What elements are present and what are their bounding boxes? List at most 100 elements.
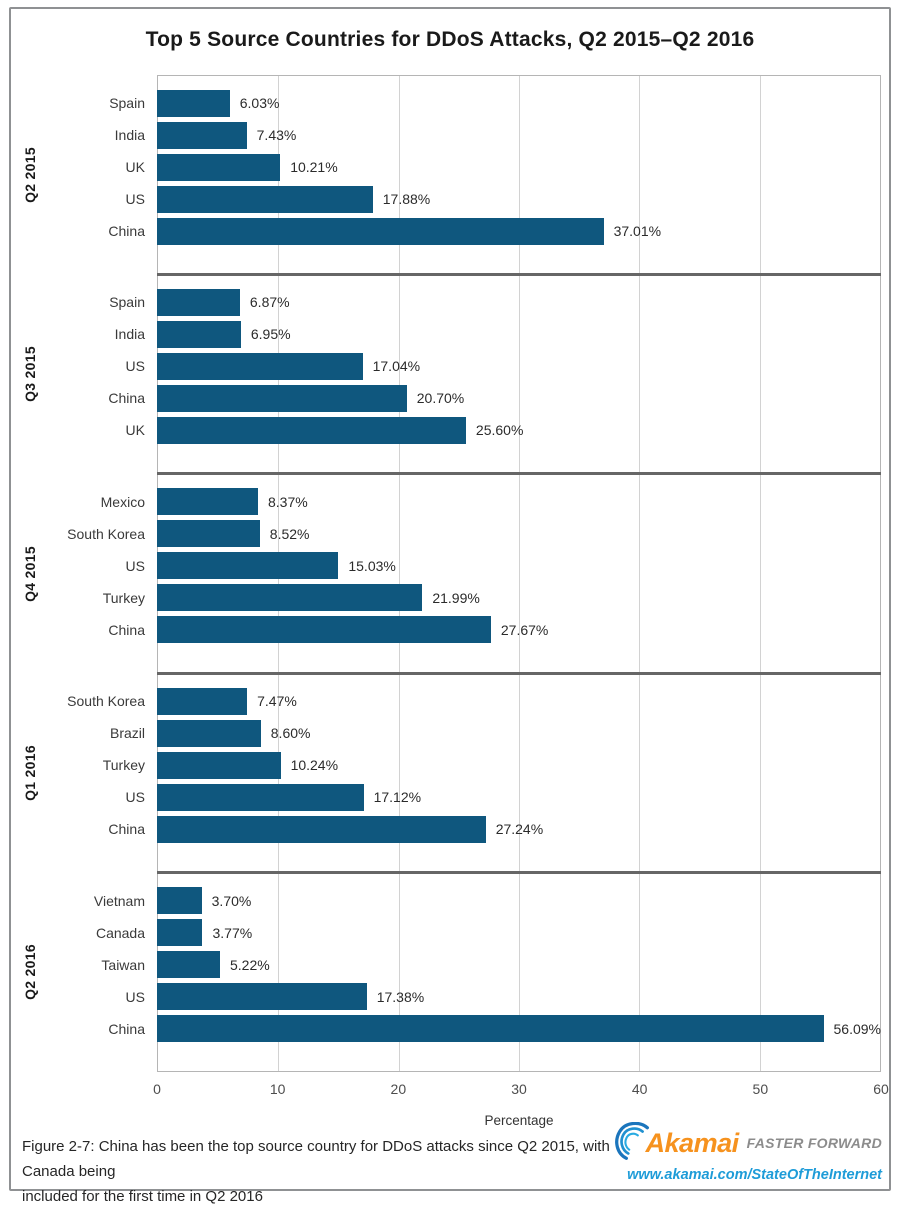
country-label: Canada	[95, 924, 145, 941]
x-tick-0: 0	[153, 1081, 161, 1097]
akamai-brand-text: Akamai	[645, 1127, 740, 1158]
value-label: 8.37%	[267, 493, 308, 510]
x-tick-40: 40	[631, 1081, 648, 1097]
bar-row: China 27.67%	[0, 614, 881, 646]
quarter-panel-q1-2016: Q1 2016 South Korea 7.47% Brazil 8.60% Turkey…	[0, 671, 881, 872]
country-label: China	[108, 821, 145, 838]
bar-canada	[157, 919, 203, 947]
value-label: 15.03%	[348, 557, 396, 574]
value-label: 5.22%	[229, 956, 270, 973]
country-label: China	[108, 390, 145, 407]
bar-uk	[157, 416, 466, 444]
bar-china	[157, 1015, 824, 1043]
country-label: UK	[125, 159, 145, 175]
country-label: US	[125, 191, 145, 207]
bar-us	[157, 783, 364, 811]
value-label: 8.60%	[270, 725, 311, 742]
quarter-panel-q3-2015: Q3 2015 Spain 6.87% India 6.95% US 17.04% China…	[0, 272, 881, 473]
gridline-20	[398, 76, 400, 1071]
x-tick-20: 20	[390, 1081, 407, 1097]
country-label: US	[125, 789, 145, 806]
bar-row: India 6.95%	[0, 318, 881, 350]
country-label: US	[125, 557, 145, 574]
quarter-panel-q2-2015: Q2 2015 Spain 6.03% India 7.43% UK 10.21% US 17.…	[0, 75, 881, 274]
bar-mexico	[157, 488, 258, 516]
value-label: 6.95%	[250, 326, 291, 343]
chart-panels: Q2 2015 Spain 6.03% India 7.43% UK 10.21% US 17.…	[0, 75, 881, 1072]
value-label: 6.87%	[249, 294, 290, 311]
quarter-panel-q4-2015: Q4 2015 Mexico 8.37% South Korea 8.52% US 15.0…	[0, 472, 881, 673]
x-tick-50: 50	[752, 1081, 769, 1097]
bar-uk	[157, 153, 281, 181]
bar-row: China 27.24%	[0, 813, 881, 845]
akamai-url-link[interactable]: www.akamai.com/StateOfTheInternet	[627, 1167, 882, 1183]
value-label: 7.47%	[257, 693, 297, 710]
bar-row: US 17.38%	[0, 981, 881, 1013]
x-tick-10: 10	[269, 1081, 286, 1097]
bar-us	[157, 983, 367, 1011]
akamai-logo-row: Akamai FASTER FORWARD	[613, 1122, 882, 1164]
bar-row: UK 10.21%	[0, 151, 881, 183]
bar-south-korea	[157, 687, 248, 715]
country-label: US	[125, 988, 145, 1005]
bar-india	[157, 320, 241, 348]
country-label: India	[114, 127, 145, 143]
bar-us	[157, 185, 373, 213]
bar-row: Mexico 8.37%	[0, 486, 881, 518]
country-label: Spain	[109, 294, 145, 311]
bar-row: US 15.03%	[0, 550, 881, 582]
bar-china	[157, 616, 491, 644]
bar-brazil	[157, 719, 261, 747]
bar-china	[157, 217, 604, 245]
bar-us	[157, 552, 339, 580]
bar-row: Turkey 21.99%	[0, 582, 881, 614]
country-label: India	[114, 326, 145, 343]
bar-china	[157, 384, 407, 412]
country-label: South Korea	[67, 525, 145, 542]
bar-row: India 7.43%	[0, 119, 881, 151]
panel-separator	[157, 272, 881, 276]
country-label: Brazil	[109, 725, 145, 742]
bar-row: South Korea 8.52%	[0, 518, 881, 550]
value-label: 20.70%	[416, 390, 465, 407]
quarter-panel-q2-2016: Q2 2016 Vietnam 3.70% Canada 3.77% Taiwan 5.22…	[0, 871, 881, 1072]
bar-row: US 17.12%	[0, 781, 881, 813]
country-label: China	[108, 1020, 145, 1037]
bar-row: Brazil 8.60%	[0, 717, 881, 749]
value-label: 21.99%	[432, 589, 480, 606]
country-label: US	[125, 358, 145, 375]
bar-row: Vietnam 3.70%	[0, 885, 881, 917]
bar-row: China 56.09%	[0, 1013, 881, 1045]
bar-row: South Korea 7.47%	[0, 685, 881, 717]
panel-separator	[157, 671, 881, 675]
bar-row: China 20.70%	[0, 382, 881, 414]
bar-taiwan	[157, 951, 220, 979]
x-axis: Percentage 0 10 20 30 40 50 60	[153, 1072, 889, 1142]
bar-row: Taiwan 5.22%	[0, 949, 881, 981]
country-label: Taiwan	[101, 956, 145, 973]
figure-caption: Figure 2-7: China has been the top sourc…	[22, 1134, 662, 1209]
value-label: 56.09%	[833, 1020, 881, 1037]
figure-caption-line1: Figure 2-7: China has been the top sourc…	[22, 1138, 610, 1180]
chart-title: Top 5 Source Countries for DDoS Attacks,…	[145, 28, 755, 51]
bar-row: Canada 3.77%	[0, 917, 881, 949]
value-label: 10.21%	[290, 159, 338, 175]
bar-india	[157, 121, 247, 149]
value-label: 27.24%	[495, 821, 544, 838]
value-label: 10.24%	[290, 757, 339, 774]
value-label: 27.67%	[500, 621, 549, 638]
country-label: China	[108, 223, 145, 239]
country-label: Turkey	[102, 589, 145, 606]
bar-row: UK 25.60%	[0, 414, 881, 446]
x-axis-label: Percentage	[484, 1113, 554, 1128]
value-label: 37.01%	[613, 223, 662, 239]
country-label: Vietnam	[93, 892, 145, 909]
panel-separator	[157, 871, 881, 875]
country-label: China	[108, 621, 145, 638]
country-label: Mexico	[100, 493, 145, 510]
country-label: UK	[125, 422, 145, 439]
value-label: 17.04%	[372, 358, 421, 375]
bar-south-korea	[157, 520, 260, 548]
figure-caption-line2: included for the first time in Q2 2016	[22, 1188, 263, 1205]
